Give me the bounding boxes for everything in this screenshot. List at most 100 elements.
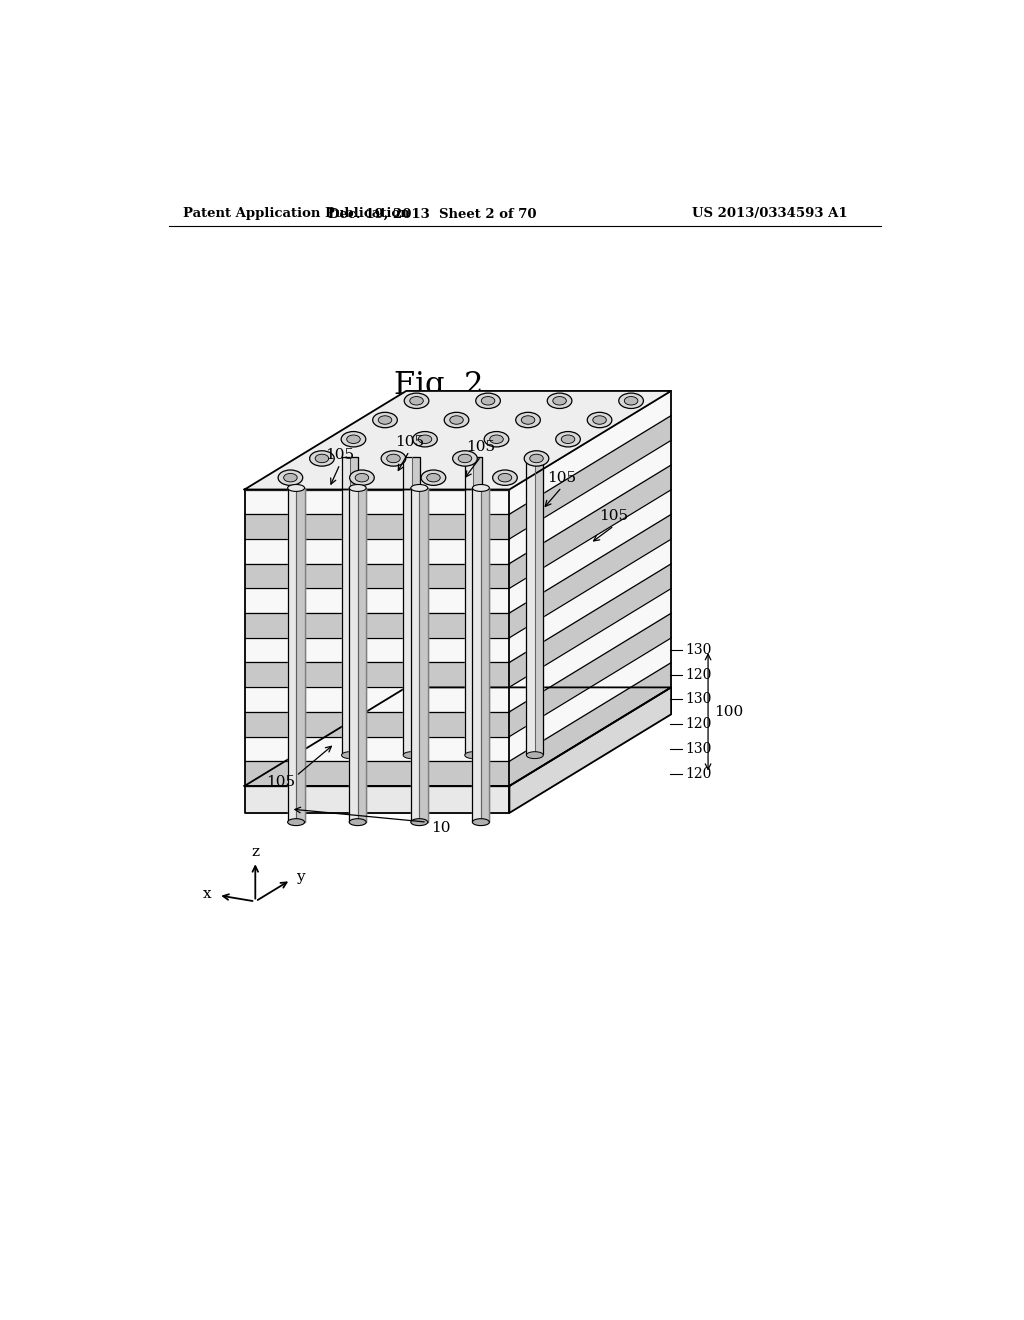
Polygon shape (509, 564, 671, 688)
Polygon shape (403, 457, 420, 754)
Ellipse shape (309, 450, 334, 466)
Ellipse shape (618, 393, 643, 408)
Ellipse shape (381, 450, 406, 466)
Polygon shape (245, 638, 509, 663)
Ellipse shape (587, 412, 612, 428)
Polygon shape (509, 614, 671, 737)
Ellipse shape (284, 474, 297, 482)
Polygon shape (509, 589, 671, 711)
Ellipse shape (458, 454, 472, 463)
Ellipse shape (378, 416, 392, 424)
Ellipse shape (553, 396, 566, 405)
Ellipse shape (472, 818, 489, 825)
Ellipse shape (411, 818, 428, 825)
Text: 105: 105 (547, 471, 577, 484)
Ellipse shape (315, 454, 329, 463)
Ellipse shape (387, 454, 400, 463)
Polygon shape (412, 457, 420, 754)
Polygon shape (465, 457, 481, 754)
Ellipse shape (421, 470, 445, 486)
Ellipse shape (472, 484, 489, 491)
Ellipse shape (484, 432, 509, 447)
Text: 120: 120 (685, 767, 712, 780)
Polygon shape (509, 391, 671, 515)
Ellipse shape (347, 436, 360, 444)
Text: 120: 120 (685, 717, 712, 731)
Polygon shape (526, 457, 544, 754)
Ellipse shape (413, 432, 437, 447)
Polygon shape (509, 663, 671, 785)
Ellipse shape (476, 393, 501, 408)
Ellipse shape (411, 484, 428, 491)
Ellipse shape (355, 474, 369, 482)
Ellipse shape (561, 436, 574, 444)
Polygon shape (509, 638, 671, 762)
Ellipse shape (465, 751, 481, 759)
Ellipse shape (547, 393, 571, 408)
Polygon shape (509, 490, 671, 612)
Ellipse shape (625, 396, 638, 405)
Text: 105: 105 (466, 440, 496, 454)
Polygon shape (245, 564, 509, 589)
Polygon shape (245, 688, 671, 785)
Polygon shape (419, 488, 428, 822)
Ellipse shape (373, 412, 397, 428)
Text: Fig. 2: Fig. 2 (394, 370, 483, 401)
Polygon shape (245, 663, 509, 688)
Text: y: y (296, 870, 304, 884)
Ellipse shape (403, 751, 420, 759)
Ellipse shape (410, 396, 423, 405)
Ellipse shape (524, 450, 549, 466)
Polygon shape (288, 488, 304, 822)
Ellipse shape (521, 416, 535, 424)
Polygon shape (509, 539, 671, 663)
Polygon shape (481, 488, 489, 822)
Ellipse shape (450, 416, 463, 424)
Polygon shape (245, 589, 509, 612)
Text: 105: 105 (326, 447, 354, 462)
Polygon shape (245, 490, 509, 515)
Text: 105: 105 (394, 434, 424, 449)
Polygon shape (357, 488, 367, 822)
Ellipse shape (489, 436, 503, 444)
Polygon shape (472, 488, 489, 822)
Ellipse shape (288, 484, 304, 491)
Polygon shape (509, 441, 671, 564)
Polygon shape (350, 457, 358, 754)
Ellipse shape (341, 432, 366, 447)
Polygon shape (473, 457, 481, 754)
Ellipse shape (288, 818, 304, 825)
Polygon shape (509, 515, 671, 638)
Polygon shape (296, 488, 304, 822)
Polygon shape (245, 688, 509, 711)
Ellipse shape (404, 393, 429, 408)
Text: 120: 120 (685, 668, 712, 682)
Ellipse shape (349, 818, 367, 825)
Polygon shape (245, 391, 671, 490)
Ellipse shape (481, 396, 495, 405)
Polygon shape (342, 457, 358, 754)
Text: 10: 10 (431, 821, 451, 836)
Ellipse shape (593, 416, 606, 424)
Polygon shape (509, 416, 671, 539)
Ellipse shape (349, 470, 374, 486)
Ellipse shape (493, 470, 517, 486)
Ellipse shape (529, 454, 544, 463)
Polygon shape (245, 711, 509, 737)
Polygon shape (509, 465, 671, 589)
Ellipse shape (279, 470, 303, 486)
Polygon shape (535, 457, 544, 754)
Polygon shape (245, 762, 509, 785)
Polygon shape (509, 688, 671, 813)
Text: US 2013/0334593 A1: US 2013/0334593 A1 (692, 207, 848, 220)
Polygon shape (411, 488, 428, 822)
Ellipse shape (418, 436, 432, 444)
Ellipse shape (556, 432, 581, 447)
Ellipse shape (499, 474, 512, 482)
Text: 105: 105 (266, 775, 295, 789)
Polygon shape (245, 737, 509, 762)
Ellipse shape (349, 484, 367, 491)
Ellipse shape (526, 751, 544, 759)
Text: 100: 100 (714, 705, 743, 719)
Ellipse shape (342, 751, 358, 759)
